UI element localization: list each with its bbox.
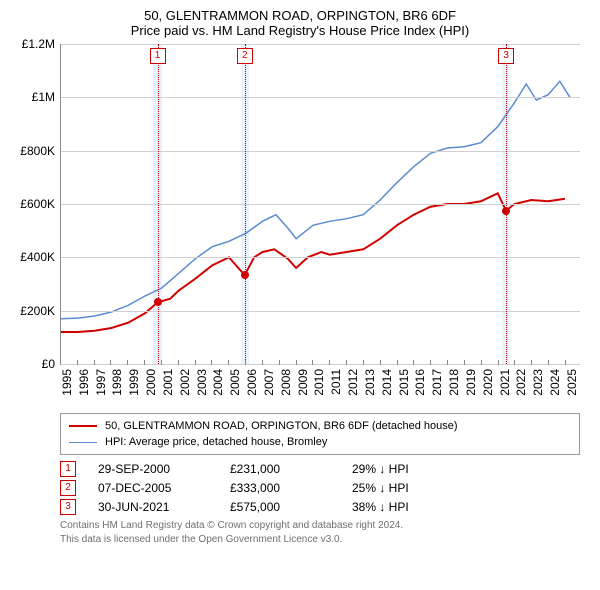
chart-subtitle: Price paid vs. HM Land Registry's House … bbox=[10, 23, 590, 38]
event-delta: 29% ↓ HPI bbox=[352, 462, 409, 476]
event-date: 30-JUN-2021 bbox=[98, 500, 208, 514]
x-axis-label: 2011 bbox=[329, 369, 343, 395]
x-axis-label: 2021 bbox=[498, 369, 512, 396]
legend-swatch-hpi bbox=[69, 442, 97, 443]
x-axis-label: 2000 bbox=[144, 369, 158, 396]
x-axis-label: 2016 bbox=[413, 369, 427, 396]
event-date: 29-SEP-2000 bbox=[98, 462, 208, 476]
marker-number: 2 bbox=[237, 48, 253, 64]
x-axis-label: 2006 bbox=[245, 369, 259, 396]
x-axis-label: 2019 bbox=[464, 369, 478, 396]
y-axis-label: £0 bbox=[42, 357, 55, 371]
x-axis-label: 2008 bbox=[279, 369, 293, 396]
marker-number: 1 bbox=[150, 48, 166, 64]
x-axis-label: 2013 bbox=[363, 369, 377, 396]
chart-title: 50, GLENTRAMMON ROAD, ORPINGTON, BR6 6DF bbox=[10, 8, 590, 23]
x-axis-label: 1998 bbox=[110, 369, 124, 396]
x-axis-label: 1996 bbox=[77, 369, 91, 396]
legend-swatch-address bbox=[69, 425, 97, 427]
legend: 50, GLENTRAMMON ROAD, ORPINGTON, BR6 6DF… bbox=[60, 413, 580, 455]
y-axis-label: £200K bbox=[20, 304, 55, 318]
sale-point-icon bbox=[241, 271, 249, 279]
events-table: 1 29-SEP-2000 £231,000 29% ↓ HPI 2 07-DE… bbox=[60, 461, 580, 515]
event-price: £231,000 bbox=[230, 462, 330, 476]
x-axis-label: 2012 bbox=[346, 369, 360, 396]
event-row: 3 30-JUN-2021 £575,000 38% ↓ HPI bbox=[60, 499, 580, 515]
x-axis-label: 2003 bbox=[195, 369, 209, 396]
x-axis-label: 2017 bbox=[430, 369, 444, 396]
x-axis-label: 1997 bbox=[94, 369, 108, 396]
legend-row-address: 50, GLENTRAMMON ROAD, ORPINGTON, BR6 6DF… bbox=[69, 418, 571, 434]
x-axis-label: 2018 bbox=[447, 369, 461, 396]
x-axis-label: 2015 bbox=[397, 369, 411, 396]
event-num: 1 bbox=[60, 461, 76, 477]
event-row: 2 07-DEC-2005 £333,000 25% ↓ HPI bbox=[60, 480, 580, 496]
x-axis-label: 2014 bbox=[380, 369, 394, 396]
series-hpi bbox=[61, 81, 570, 318]
event-delta: 25% ↓ HPI bbox=[352, 481, 409, 495]
x-axis-label: 2004 bbox=[211, 369, 225, 396]
plot-area: £0£200K£400K£600K£800K£1M£1.2M123 bbox=[60, 44, 580, 365]
x-axis-label: 2024 bbox=[548, 369, 562, 396]
footer: Contains HM Land Registry data © Crown c… bbox=[60, 519, 580, 546]
y-axis-label: £800K bbox=[20, 144, 55, 158]
event-price: £333,000 bbox=[230, 481, 330, 495]
marker-number: 3 bbox=[498, 48, 514, 64]
x-axis-label: 2022 bbox=[514, 369, 528, 396]
footer-line2: This data is licensed under the Open Gov… bbox=[60, 533, 580, 547]
y-axis-label: £600K bbox=[20, 197, 55, 211]
sale-point-icon bbox=[502, 207, 510, 215]
x-axis-labels: 1995199619971998199920002001200220032004… bbox=[60, 365, 580, 407]
footer-line1: Contains HM Land Registry data © Crown c… bbox=[60, 519, 580, 533]
event-row: 1 29-SEP-2000 £231,000 29% ↓ HPI bbox=[60, 461, 580, 477]
y-axis-label: £1.2M bbox=[22, 37, 55, 51]
sale-point-icon bbox=[154, 298, 162, 306]
x-axis-label: 2010 bbox=[312, 369, 326, 396]
legend-label-hpi: HPI: Average price, detached house, Brom… bbox=[105, 434, 327, 450]
event-num: 2 bbox=[60, 480, 76, 496]
chart-container: 50, GLENTRAMMON ROAD, ORPINGTON, BR6 6DF… bbox=[0, 0, 600, 554]
x-axis-label: 2020 bbox=[481, 369, 495, 396]
event-price: £575,000 bbox=[230, 500, 330, 514]
x-axis-label: 1999 bbox=[127, 369, 141, 396]
event-num: 3 bbox=[60, 499, 76, 515]
y-axis-label: £400K bbox=[20, 250, 55, 264]
x-axis-label: 2002 bbox=[178, 369, 192, 396]
event-delta: 38% ↓ HPI bbox=[352, 500, 409, 514]
event-date: 07-DEC-2005 bbox=[98, 481, 208, 495]
x-axis-label: 1995 bbox=[60, 369, 74, 396]
x-axis-label: 2001 bbox=[161, 369, 175, 396]
legend-row-hpi: HPI: Average price, detached house, Brom… bbox=[69, 434, 571, 450]
x-axis-label: 2009 bbox=[296, 369, 310, 396]
legend-label-address: 50, GLENTRAMMON ROAD, ORPINGTON, BR6 6DF… bbox=[105, 418, 458, 434]
x-axis-label: 2025 bbox=[565, 369, 579, 396]
x-axis-label: 2005 bbox=[228, 369, 242, 396]
x-axis-label: 2007 bbox=[262, 369, 276, 396]
x-axis-label: 2023 bbox=[531, 369, 545, 396]
y-axis-label: £1M bbox=[32, 90, 55, 104]
